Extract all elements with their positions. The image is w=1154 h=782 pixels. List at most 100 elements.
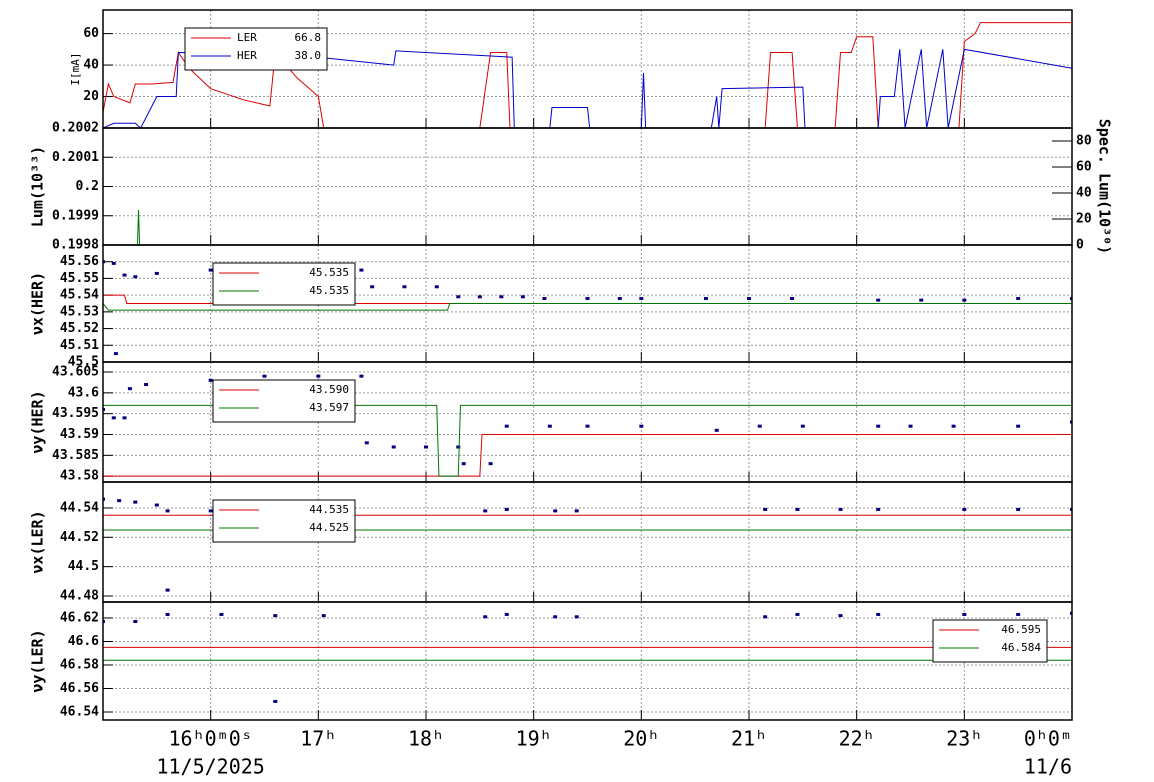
y-tick-label: 43.595	[52, 406, 99, 421]
data-point	[483, 509, 488, 513]
data-point	[876, 612, 881, 616]
data-point	[908, 424, 913, 428]
legend-label: LER	[237, 31, 257, 44]
y-tick-label: 45.51	[60, 338, 99, 353]
y-tick-label: 0.2002	[52, 121, 99, 136]
x-tick-label: 19ʰ	[516, 727, 552, 751]
data-point	[316, 374, 321, 378]
data-point	[1070, 420, 1072, 424]
y2-tick-label: 40	[1076, 186, 1092, 201]
data-point	[639, 296, 644, 300]
x-tick-label: 16ʰ0ᵐ0ˢ	[169, 727, 253, 751]
series-line	[103, 434, 1072, 477]
data-point	[838, 614, 843, 618]
plot-area	[103, 260, 1072, 356]
data-point	[1016, 507, 1021, 511]
legend-label: HER	[237, 49, 257, 62]
data-point	[122, 416, 127, 420]
y-axis-label: νy(HER)	[29, 390, 47, 453]
y-tick-label: 45.56	[60, 254, 99, 269]
legend-value: 46.584	[1001, 641, 1041, 654]
x-tick-label: 21ʰ	[731, 727, 767, 751]
legend-value: 46.595	[1001, 623, 1041, 636]
data-point	[111, 261, 116, 265]
data-point	[165, 509, 170, 513]
x-tick-label: 17ʰ	[300, 727, 336, 751]
y-tick-label: 46.56	[60, 681, 99, 696]
data-point	[456, 445, 461, 449]
legend-value: 66.8	[295, 31, 322, 44]
y-tick-label: 43.6	[68, 385, 99, 400]
data-point	[133, 620, 138, 624]
data-point	[154, 271, 159, 275]
series-line	[103, 22, 1072, 128]
data-point	[364, 441, 369, 445]
data-point	[553, 509, 558, 513]
data-point	[208, 509, 213, 513]
y2-tick-label: 0	[1076, 238, 1084, 253]
y-tick-label: 0.1999	[52, 208, 99, 223]
data-point	[208, 268, 213, 272]
data-point	[103, 620, 105, 624]
y-tick-label: 45.55	[60, 271, 99, 286]
data-point	[876, 424, 881, 428]
data-point	[919, 298, 924, 302]
y2-tick-label: 20	[1076, 212, 1092, 227]
data-point	[477, 295, 482, 299]
x-tick-label: 23ʰ	[946, 727, 982, 751]
y-tick-label: 60	[83, 26, 99, 41]
y-axis-label: νy(LER)	[29, 629, 47, 692]
data-point	[402, 285, 407, 289]
data-point	[962, 507, 967, 511]
data-point	[1070, 507, 1072, 511]
y-tick-label: 44.5	[68, 559, 99, 574]
data-point	[133, 275, 138, 279]
data-point	[553, 615, 558, 619]
data-point	[520, 295, 525, 299]
data-point	[488, 462, 493, 466]
y-tick-label: 44.48	[60, 588, 99, 603]
y-tick-label: 45.53	[60, 304, 99, 319]
y-tick-label: 0.2	[76, 179, 99, 194]
y-axis-label: νx(LER)	[29, 510, 47, 573]
data-point	[757, 424, 762, 428]
data-point	[838, 507, 843, 511]
y-tick-label: 20	[83, 89, 99, 104]
data-point	[370, 285, 375, 289]
plot-area	[103, 374, 1072, 477]
y-axis-label: νx(HER)	[29, 272, 47, 335]
data-point	[1070, 611, 1072, 615]
data-point	[795, 507, 800, 511]
y-tick-label: 43.59	[60, 427, 99, 442]
y2-axis-label: Spec. Lum(10³⁰)	[1096, 119, 1114, 254]
y-tick-label: 43.605	[52, 365, 99, 380]
data-point	[321, 614, 326, 618]
data-point	[585, 424, 590, 428]
plot-area	[103, 611, 1072, 703]
y-axis-label: Lum(10³³)	[29, 146, 47, 227]
data-point	[208, 378, 213, 382]
y-tick-label: 46.6	[68, 634, 99, 649]
y-tick-label: 0.2001	[52, 150, 99, 165]
data-point	[165, 612, 170, 616]
plot-area	[135, 209, 141, 245]
data-point	[461, 462, 466, 466]
data-point	[714, 428, 719, 432]
data-point	[1016, 424, 1021, 428]
y-tick-label: 44.54	[60, 500, 99, 515]
data-point	[1016, 612, 1021, 616]
x-date-label: 11/6	[1024, 755, 1072, 779]
series-line	[103, 404, 1072, 477]
data-point	[763, 507, 768, 511]
legend-value: 43.597	[309, 401, 349, 414]
data-point	[499, 295, 504, 299]
data-point	[1016, 296, 1021, 300]
data-point	[262, 374, 267, 378]
legend-value: 38.0	[295, 49, 322, 62]
y-tick-label: 45.52	[60, 321, 99, 336]
data-point	[951, 424, 956, 428]
data-point	[504, 612, 509, 616]
data-point	[273, 614, 278, 618]
data-point	[133, 500, 138, 504]
legend-value: 45.535	[309, 266, 349, 279]
